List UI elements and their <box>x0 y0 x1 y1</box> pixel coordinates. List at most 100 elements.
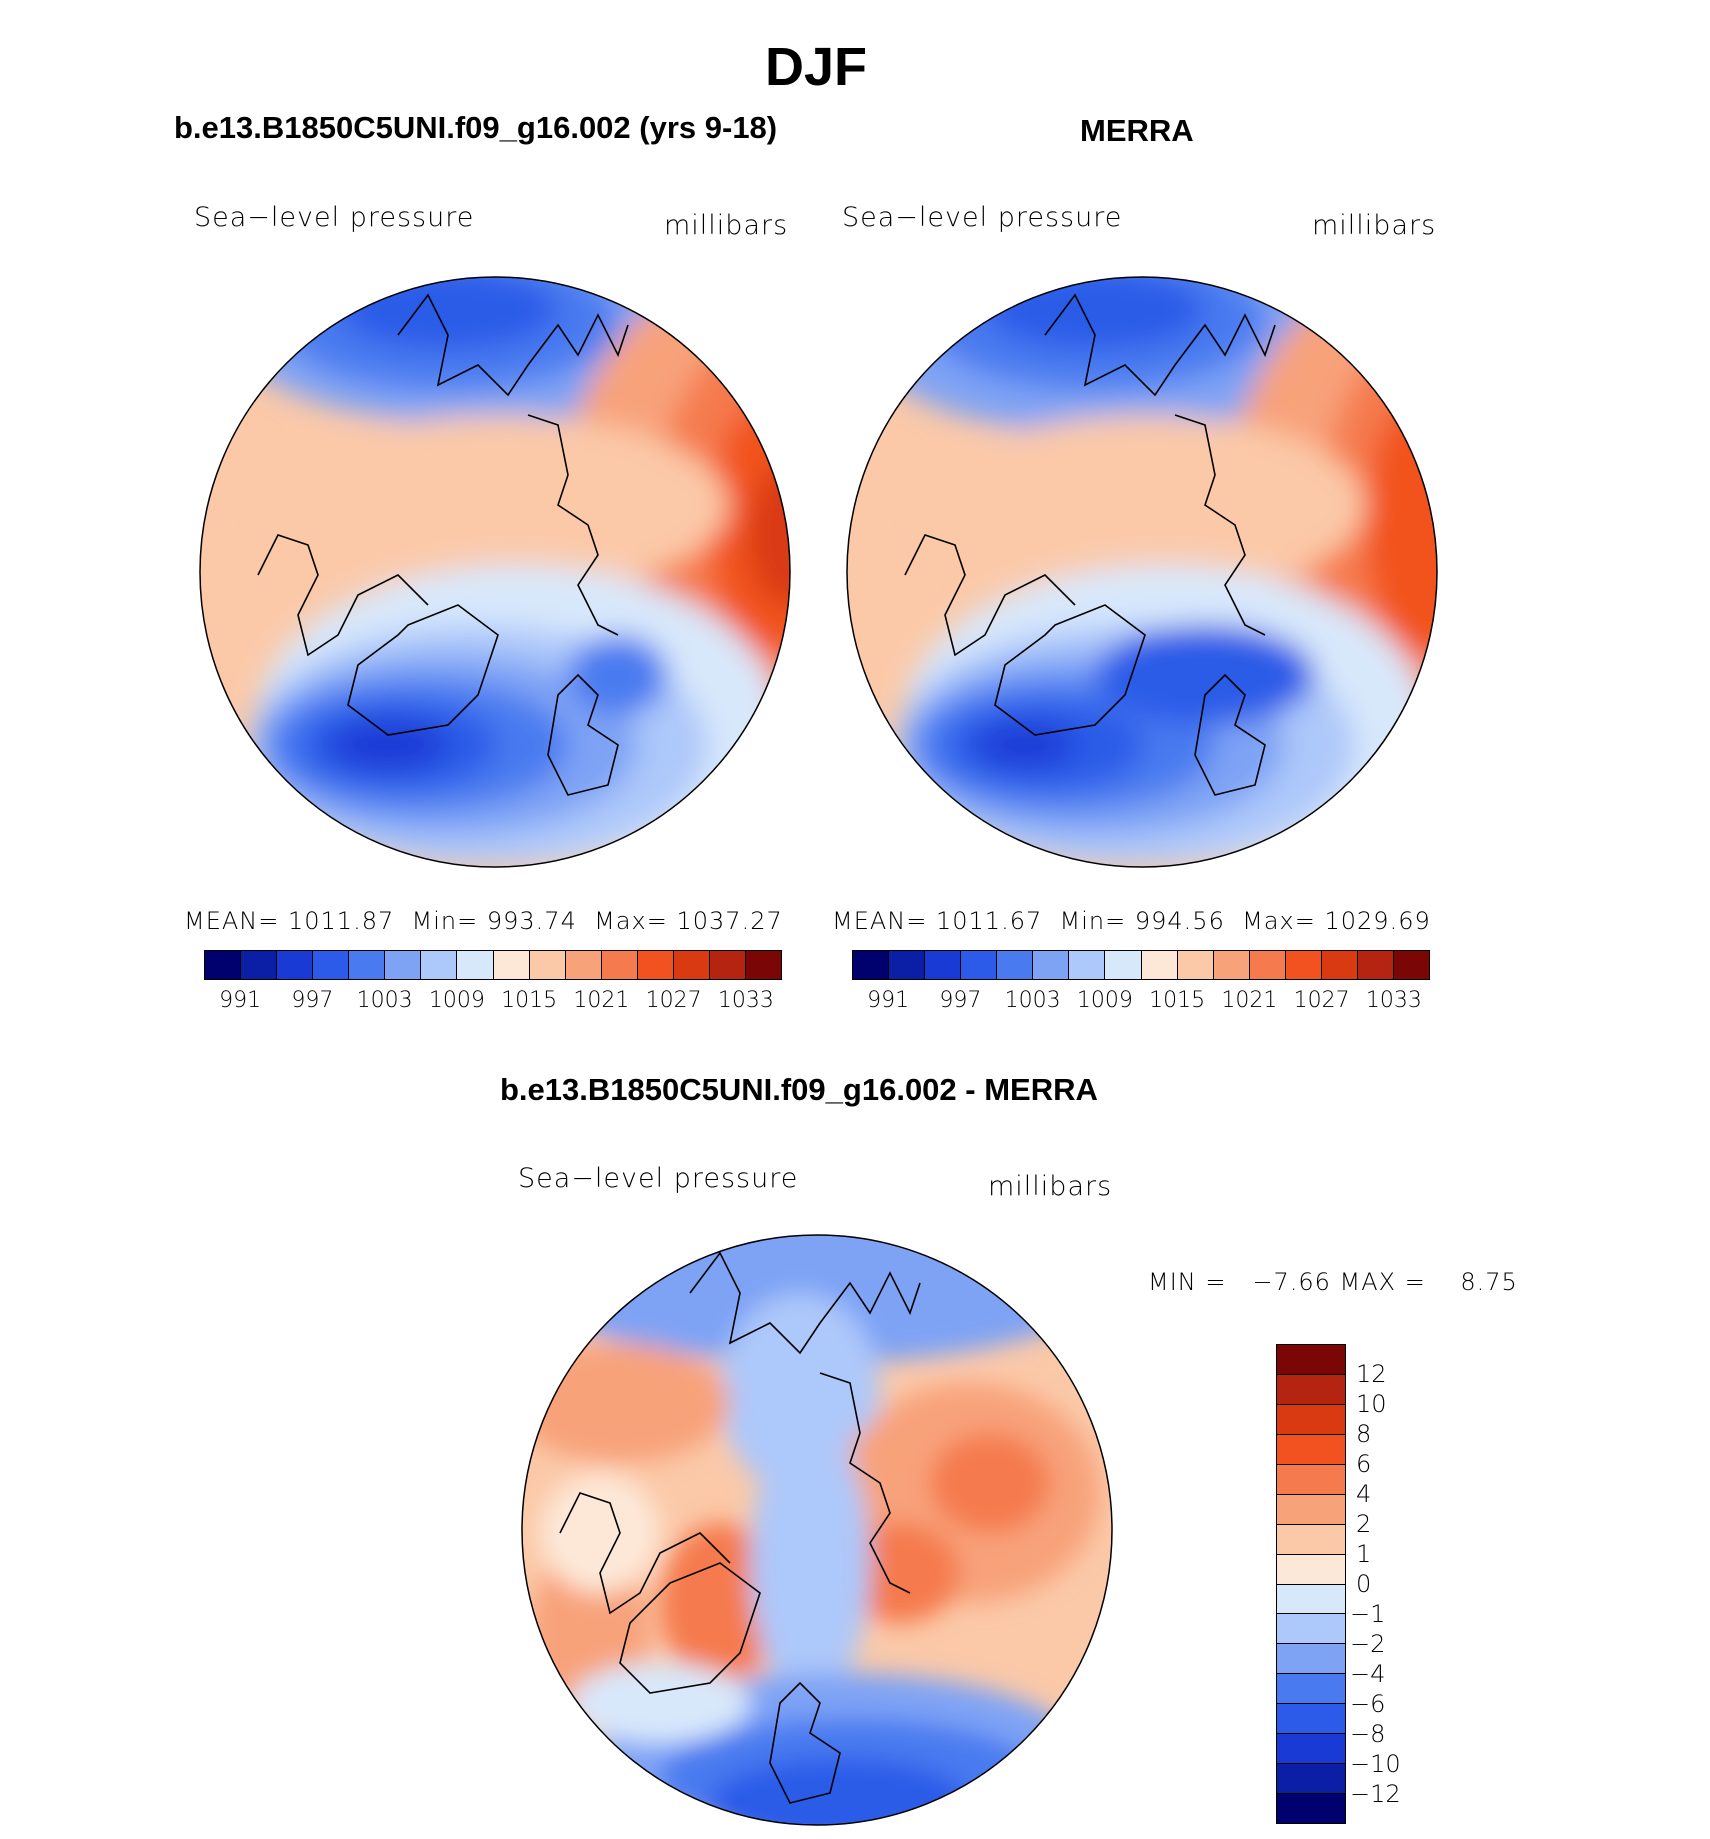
panel1-variable-label: Sea−level pressure <box>194 202 475 233</box>
panel2-colorbar-tick-label: 1021 <box>1221 988 1278 1013</box>
panel2-colorbar-tick-label: 1009 <box>1076 988 1133 1013</box>
panel1-colorbar-tick-label: 997 <box>291 988 334 1013</box>
panel1-colorbar-swatch-13 <box>673 951 710 979</box>
difference-heading: b.e13.B1850C5UNI.f09_g16.002 - MERRA <box>500 1072 1098 1107</box>
difference-colorbar-tick-label: 0 <box>1356 1570 1372 1598</box>
panel2-min-label: Min= <box>1059 907 1127 935</box>
difference-colorbar-swatch-6 <box>1277 1524 1345 1555</box>
difference-colorbar-tick-label: 12 <box>1356 1360 1387 1388</box>
panel2-colorbar-swatch-13 <box>1321 951 1358 979</box>
panel1-colorbar-swatch-7 <box>457 951 494 979</box>
difference-colorbar-tick-label: −6 <box>1350 1690 1386 1718</box>
panel1-colorbar-swatch-10 <box>565 951 602 979</box>
panel2-max-label: Max= <box>1242 907 1316 935</box>
panel2-colorbar-tick-label: 1033 <box>1365 988 1422 1013</box>
difference-colorbar-tick-label: 6 <box>1356 1450 1372 1478</box>
difference-colorbar-swatch-10 <box>1277 1644 1345 1675</box>
panel2-colorbar-tick-label: 1015 <box>1149 988 1206 1013</box>
panel2-max-value: 1029.69 <box>1324 907 1431 935</box>
difference-colorbar <box>1276 1344 1346 1824</box>
difference-colorbar-tick-label: −8 <box>1350 1720 1386 1748</box>
panel1-colorbar-swatch-4 <box>349 951 386 979</box>
panel2-colorbar-swatch-0 <box>853 951 890 979</box>
difference-colorbar-tick-label: 10 <box>1356 1390 1387 1418</box>
panel2-colorbar-swatch-10 <box>1213 951 1250 979</box>
panel1-colorbar-swatch-1 <box>241 951 278 979</box>
difference-colorbar-tick-label: 4 <box>1356 1480 1372 1508</box>
panel1-units-label: millibars <box>664 210 789 241</box>
difference-colorbar-tick-label: −2 <box>1350 1630 1386 1658</box>
panel2-colorbar-ticks: 991 997 1003 1009 1015 1021 1027 1033 <box>852 988 1430 1018</box>
difference-colorbar-swatch-0 <box>1277 1345 1345 1375</box>
difference-colorbar-swatch-2 <box>1277 1404 1345 1435</box>
panel2-colorbar-swatch-9 <box>1177 951 1214 979</box>
panel1-colorbar-swatch-12 <box>637 951 674 979</box>
panel1-colorbar-ticks: 991 997 1003 1009 1015 1021 1027 1033 <box>204 988 782 1018</box>
panel1-colorbar <box>204 950 782 980</box>
panel2-stats: MEAN= 1011.67 Min= 994.56 Max= 1029.69 <box>832 907 1431 935</box>
panel1-colorbar-swatch-15 <box>745 951 781 979</box>
panel2-min-value: 994.56 <box>1134 907 1225 935</box>
difference-colorbar-swatch-9 <box>1277 1614 1345 1645</box>
difference-colorbar-tick-label: 1 <box>1356 1540 1372 1568</box>
panel1-max-value: 1037.27 <box>676 907 783 935</box>
panel2-mean-label: MEAN= <box>832 907 928 935</box>
panel1-stats: MEAN= 1011.87 Min= 993.74 Max= 1037.27 <box>184 907 783 935</box>
panel2-units-label: millibars <box>1312 210 1437 241</box>
difference-colorbar-swatch-12 <box>1277 1704 1345 1735</box>
panel2-colorbar <box>852 950 1430 980</box>
panel1-colorbar-tick-label: 1033 <box>717 988 774 1013</box>
panel2-colorbar-swatch-12 <box>1285 951 1322 979</box>
panel1-colorbar-swatch-3 <box>313 951 350 979</box>
panel2-colorbar-tick-label: 997 <box>939 988 982 1013</box>
panel2-colorbar-swatch-2 <box>925 951 962 979</box>
panel2-colorbar-swatch-14 <box>1357 951 1394 979</box>
panel1-mean-value: 1011.87 <box>288 907 395 935</box>
panel2-colorbar-tick-label: 991 <box>867 988 910 1013</box>
panel2-colorbar-swatch-7 <box>1105 951 1142 979</box>
difference-colorbar-tick-label: −1 <box>1350 1600 1386 1628</box>
difference-colorbar-swatch-3 <box>1277 1434 1345 1465</box>
panel1-heading: b.e13.B1850C5UNI.f09_g16.002 (yrs 9-18) <box>174 110 778 145</box>
panel1-colorbar-swatch-9 <box>529 951 566 979</box>
difference-units-label: millibars <box>988 1171 1113 1202</box>
difference-colorbar-swatch-4 <box>1277 1464 1345 1495</box>
difference-colorbar-swatch-1 <box>1277 1374 1345 1405</box>
difference-colorbar-tick-label: −4 <box>1350 1660 1386 1688</box>
figure-title: DJF <box>764 37 867 97</box>
panel2-colorbar-swatch-8 <box>1141 951 1178 979</box>
difference-polar-map <box>521 1234 1113 1826</box>
panel1-colorbar-swatch-5 <box>385 951 422 979</box>
panel2-colorbar-tick-label: 1027 <box>1293 988 1350 1013</box>
panel1-colorbar-tick-label: 1009 <box>428 988 485 1013</box>
panel2-colorbar-tick-label: 1003 <box>1004 988 1061 1013</box>
panel2-colorbar-swatch-6 <box>1069 951 1106 979</box>
difference-colorbar-tick-label: 8 <box>1356 1420 1372 1448</box>
panel1-colorbar-tick-label: 1027 <box>645 988 702 1013</box>
difference-colorbar-swatch-14 <box>1277 1764 1345 1795</box>
difference-colorbar-ticks: 12 10 8 6 4 2 1 0 −1 −2 −4 −6 −8 −10 −12 <box>1350 1344 1436 1824</box>
difference-colorbar-swatch-7 <box>1277 1554 1345 1585</box>
panel2-heading: MERRA <box>1080 113 1194 148</box>
panel2-mean-value: 1011.67 <box>936 907 1043 935</box>
difference-colorbar-swatch-5 <box>1277 1494 1345 1525</box>
panel1-colorbar-tick-label: 1015 <box>501 988 558 1013</box>
panel1-max-label: Max= <box>594 907 668 935</box>
difference-colorbar-swatch-11 <box>1277 1674 1345 1705</box>
panel1-colorbar-swatch-14 <box>709 951 746 979</box>
panel1-colorbar-tick-label: 1003 <box>356 988 413 1013</box>
panel1-colorbar-swatch-11 <box>601 951 638 979</box>
panel1-mean-label: MEAN= <box>184 907 280 935</box>
panel2-variable-label: Sea−level pressure <box>842 202 1123 233</box>
difference-colorbar-tick-label: 2 <box>1356 1510 1372 1538</box>
panel1-colorbar-swatch-0 <box>205 951 242 979</box>
difference-colorbar-swatch-13 <box>1277 1734 1345 1765</box>
panel1-colorbar-swatch-6 <box>421 951 458 979</box>
panel2-colorbar-swatch-5 <box>1033 951 1070 979</box>
panel2-colorbar-swatch-1 <box>889 951 926 979</box>
difference-colorbar-swatch-15 <box>1277 1794 1345 1823</box>
difference-colorbar-tick-label: −10 <box>1350 1750 1401 1778</box>
panel1-colorbar-swatch-8 <box>493 951 530 979</box>
panel1-colorbar-tick-label: 1021 <box>573 988 630 1013</box>
panel2-colorbar-swatch-4 <box>997 951 1034 979</box>
